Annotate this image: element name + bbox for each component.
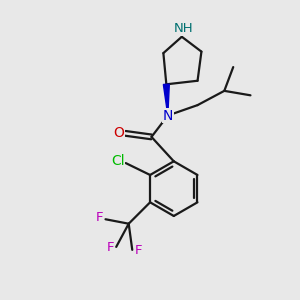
Text: Cl: Cl [111, 154, 124, 168]
Text: NH: NH [173, 22, 193, 35]
Text: F: F [134, 244, 142, 257]
Text: F: F [106, 241, 114, 254]
Text: F: F [96, 211, 103, 224]
Polygon shape [164, 84, 169, 116]
Text: N: N [163, 109, 173, 122]
Text: O: O [113, 126, 124, 140]
